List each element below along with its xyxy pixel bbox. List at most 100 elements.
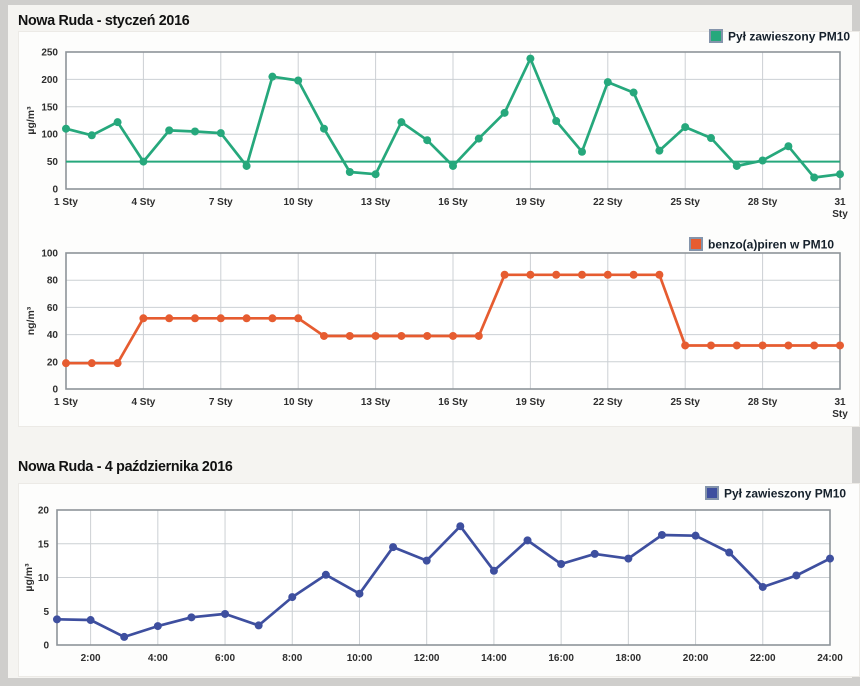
y-tick-label: 0: [43, 641, 49, 652]
data-point: [87, 131, 96, 140]
data-point: [557, 560, 566, 568]
x-tick-label: 22 Sty: [593, 197, 623, 208]
x-tick-label: 20:00: [683, 653, 709, 664]
x-tick-label: 16 Sty: [438, 397, 468, 408]
x-tick-label: 28 Sty: [748, 397, 778, 408]
data-point: [629, 270, 638, 279]
y-tick-label: 50: [47, 157, 59, 168]
y-tick-label: 5: [43, 607, 49, 618]
x-tick-label: 7 Sty: [209, 397, 233, 408]
legend[interactable]: benzo(a)piren w PM10: [689, 237, 834, 252]
data-point: [758, 582, 767, 591]
data-point: [268, 314, 277, 323]
data-point: [603, 270, 612, 279]
x-tick-label: 24:00: [817, 653, 843, 664]
y-tick-label: 150: [41, 102, 58, 113]
data-point: [707, 134, 715, 143]
benzo-a-piren-january-chart: 0 20 40 60 80 100 1 Sty 4 Sty 7 Sty 10 Sty 13 Sty 1…: [25, 237, 848, 420]
pm10-january-chart: 0 50 100 150 200 250 1 Sty 4 Sty 7 Sty 10 Sty 13 S…: [25, 29, 850, 220]
data-point: [320, 124, 328, 133]
data-point: [254, 621, 263, 630]
data-point: [389, 543, 398, 552]
data-point: [526, 270, 535, 279]
data-point: [784, 341, 793, 350]
x-tick-label: 25 Sty: [670, 197, 700, 208]
data-point: [294, 314, 303, 323]
data-point: [449, 331, 457, 340]
legend-swatch: [705, 486, 719, 500]
x-tick-label: 14:00: [481, 653, 507, 664]
data-point: [371, 170, 380, 179]
x-tick-label: 19 Sty: [516, 197, 546, 208]
data-point: [53, 615, 61, 624]
data-point: [810, 173, 819, 182]
data-point: [603, 78, 612, 87]
data-point: [500, 108, 509, 117]
data-point: [836, 170, 844, 179]
y-tick-label: 80: [47, 276, 59, 287]
data-point: [449, 161, 457, 170]
x-tick-label: 22 Sty: [593, 397, 623, 408]
x-tick-label: 4 Sty: [131, 397, 155, 408]
data-point: [423, 136, 432, 145]
data-point: [397, 118, 406, 127]
y-tick-label: 0: [52, 185, 58, 196]
data-point: [221, 609, 230, 618]
data-point: [397, 331, 406, 340]
y-tick-label: 10: [38, 573, 50, 584]
legend[interactable]: Pył zawieszony PM10: [705, 486, 846, 501]
data-point: [578, 270, 586, 279]
plot-border: [65, 51, 841, 190]
data-point: [758, 156, 767, 165]
data-point: [681, 341, 690, 350]
data-point: [242, 161, 251, 170]
data-point: [552, 117, 561, 126]
data-point: [321, 570, 330, 579]
data-point: [153, 622, 162, 631]
x-tick-label: 31 Sty: [832, 397, 848, 420]
data-point: [371, 331, 380, 340]
y-axis-unit-label: µg/m³: [25, 106, 37, 135]
data-point: [165, 314, 174, 323]
data-point: [657, 530, 666, 539]
x-tick-label: 25 Sty: [670, 397, 700, 408]
x-tick-label: 18:00: [616, 653, 642, 664]
data-point: [474, 134, 483, 143]
data-point: [345, 168, 354, 177]
data-point: [474, 331, 483, 340]
data-point: [655, 270, 664, 279]
x-tick-label: 10 Sty: [283, 397, 313, 408]
data-point: [86, 616, 95, 625]
data-point: [113, 118, 122, 127]
series-line: [55, 524, 832, 639]
data-point: [707, 341, 715, 350]
data-point: [578, 147, 586, 156]
data-point: [552, 270, 561, 279]
y-tick-label: 15: [38, 539, 50, 550]
y-tick-label: 200: [41, 75, 58, 86]
data-point: [691, 531, 700, 540]
x-tick-label: 1 Sty: [54, 197, 78, 208]
data-point: [216, 129, 225, 138]
data-point: [590, 549, 599, 558]
y-tick-label: 0: [52, 385, 58, 396]
data-point: [732, 161, 741, 170]
y-tick-label: 250: [41, 48, 58, 59]
x-tick-label: 31 Sty: [832, 197, 848, 220]
data-point: [139, 314, 148, 323]
x-tick-label: 2:00: [81, 653, 101, 664]
plot-border: [65, 252, 841, 390]
data-point: [655, 146, 664, 155]
x-tick-label: 4:00: [148, 653, 168, 664]
x-tick-label: 16 Sty: [438, 197, 468, 208]
chart-title-october: Nowa Ruda - 4 października 2016: [18, 458, 233, 475]
data-point: [62, 124, 70, 133]
y-tick-label: 100: [41, 130, 58, 141]
data-point: [784, 142, 793, 151]
x-tick-label: 4 Sty: [131, 197, 155, 208]
legend[interactable]: Pył zawieszony PM10: [709, 29, 850, 44]
pm10-october-chart: 0 5 10 15 20 2:00 4:00 6:00 8:00 10:00 12:00 14:00 1…: [23, 486, 846, 664]
x-tick-label: 7 Sty: [209, 197, 233, 208]
data-point: [826, 554, 834, 563]
x-tick-label: 13 Sty: [361, 197, 391, 208]
